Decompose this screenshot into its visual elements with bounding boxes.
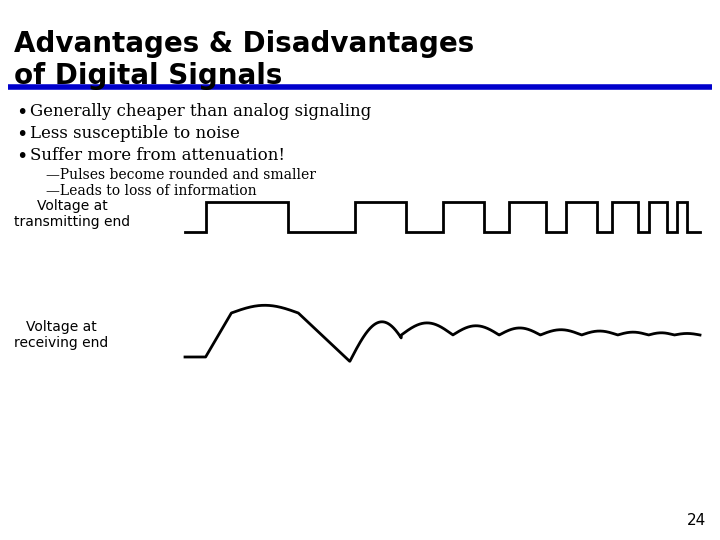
Text: 24: 24 <box>687 513 706 528</box>
Text: Suffer more from attenuation!: Suffer more from attenuation! <box>30 147 285 164</box>
Text: •: • <box>16 103 27 122</box>
Text: Advantages & Disadvantages: Advantages & Disadvantages <box>14 30 474 58</box>
Text: Voltage at
receiving end: Voltage at receiving end <box>14 320 108 350</box>
Text: Less susceptible to noise: Less susceptible to noise <box>30 125 240 142</box>
Text: —Leads to loss of information: —Leads to loss of information <box>46 184 256 198</box>
Text: •: • <box>16 125 27 144</box>
Text: Generally cheaper than analog signaling: Generally cheaper than analog signaling <box>30 103 372 120</box>
Text: of Digital Signals: of Digital Signals <box>14 62 282 90</box>
Text: •: • <box>16 147 27 166</box>
Text: Voltage at
transmitting end: Voltage at transmitting end <box>14 199 130 229</box>
Text: —Pulses become rounded and smaller: —Pulses become rounded and smaller <box>46 168 316 182</box>
